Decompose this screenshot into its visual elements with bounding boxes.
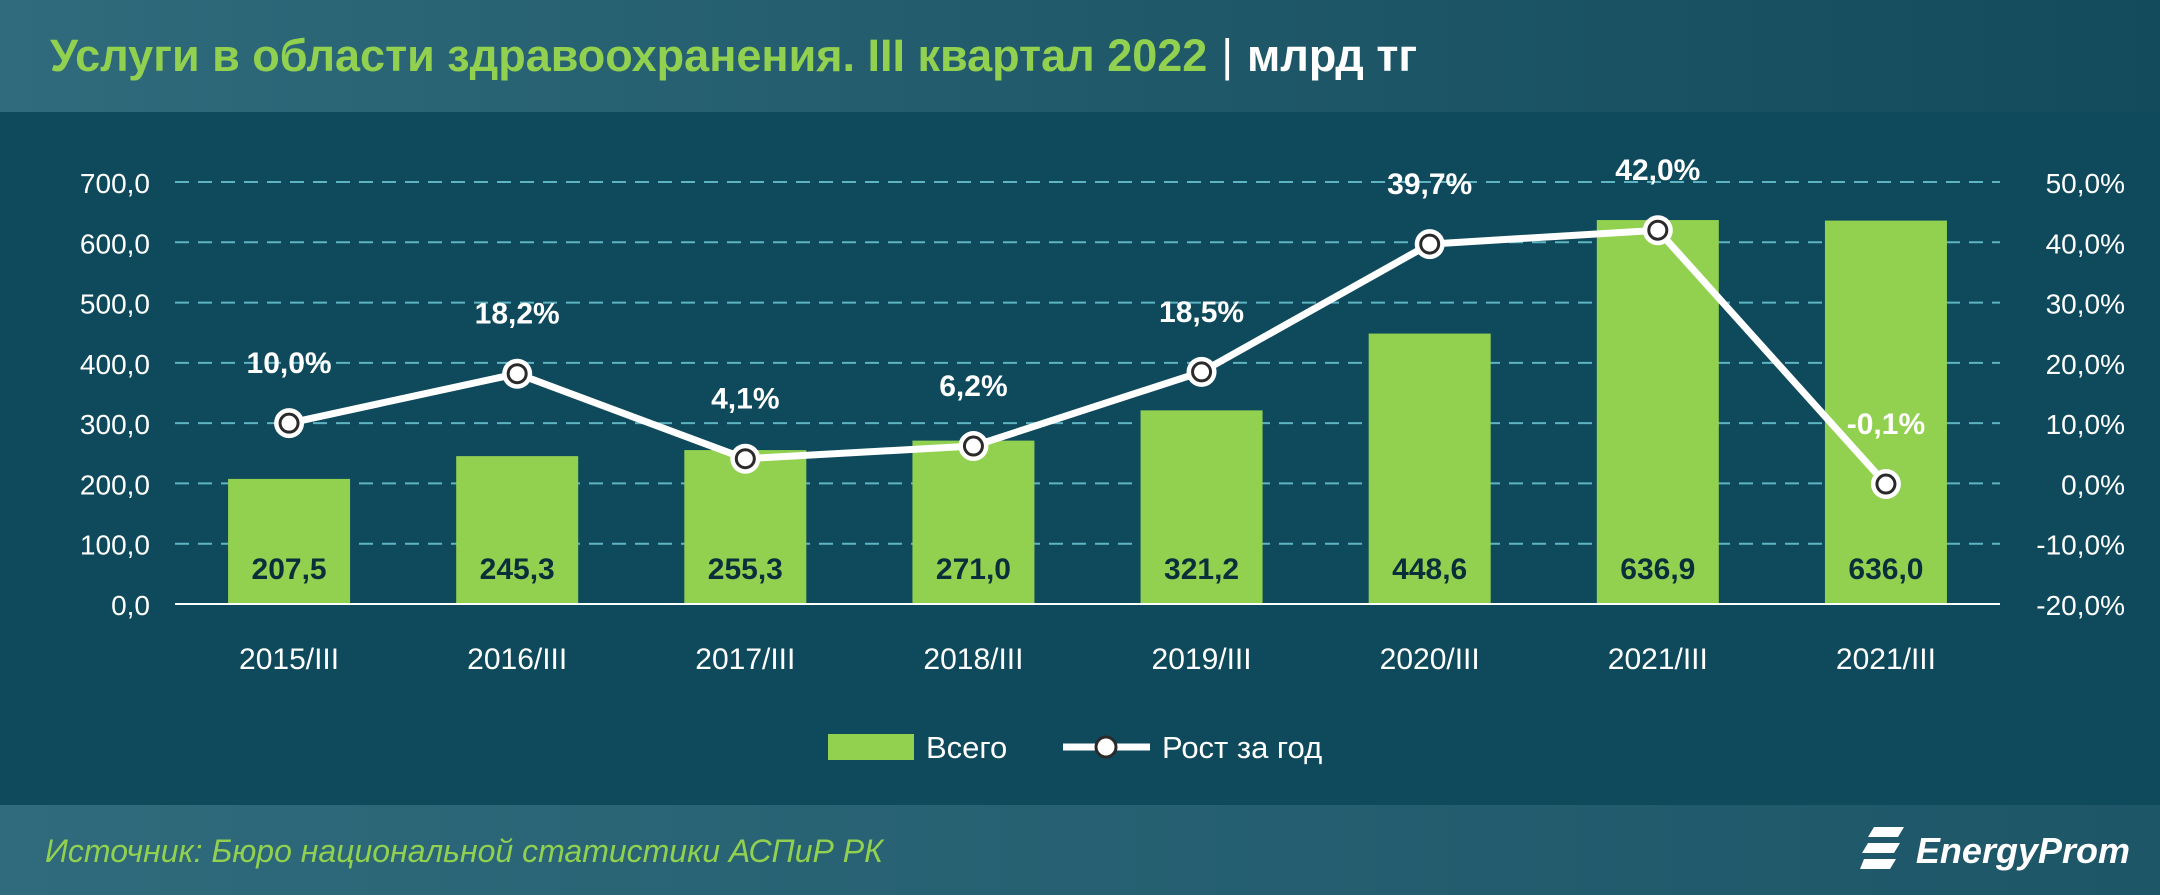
- growth-marker-inner: [962, 435, 984, 457]
- x-axis: 2015/III 2016/III 2017/III 2018/III 2019/III…: [175, 603, 2000, 676]
- bar: [1368, 333, 1491, 604]
- growth-line: [288, 226, 1889, 487]
- growth-value-label: 39,7%: [1387, 168, 1472, 201]
- bar-value-label: 321,2: [1164, 553, 1239, 586]
- legend-bar-label: Всего: [926, 730, 1007, 765]
- legend-line-label: Рост за год: [1162, 730, 1322, 765]
- x-tick-label: 2021/III: [1608, 643, 1708, 676]
- right-tick-label: 0,0%: [2061, 469, 2125, 500]
- growth-marker-inner: [506, 363, 528, 385]
- growth-marker-inner: [1875, 473, 1897, 495]
- bar-value-label: 207,5: [252, 553, 327, 586]
- right-tick-label: 30,0%: [2046, 289, 2125, 320]
- energyprom-logo: EnergyProm: [1859, 821, 2130, 881]
- x-tick-label: 2015/III: [239, 643, 339, 676]
- title-unit: млрд тг: [1247, 30, 1418, 81]
- bars-layer: 207,5 245,3 255,3 271,0 321,2 448,6 636,9 636,0: [228, 220, 1947, 604]
- right-tick-label: 10,0%: [2046, 409, 2125, 440]
- x-tick-label: 2020/III: [1380, 643, 1480, 676]
- logo-icon: [1859, 827, 1904, 869]
- footer: Источник: Бюро национальной статистики А…: [0, 805, 2160, 895]
- growth-value-label: -0,1%: [1847, 408, 1925, 441]
- right-tick-label: 40,0%: [2046, 228, 2125, 259]
- legend-bar-swatch: [828, 734, 914, 760]
- right-tick-label: 50,0%: [2046, 168, 2125, 199]
- x-tick-label: 2018/III: [923, 643, 1023, 676]
- chart-title: Услуги в области здравоохранения. III кв…: [50, 30, 1417, 82]
- x-tick-label: 2016/III: [467, 643, 567, 676]
- bar: [1140, 410, 1263, 604]
- growth-marker-inner: [1419, 233, 1441, 255]
- growth-marker-inner: [1191, 361, 1213, 383]
- plot-area: 0,0 100,0 200,0 300,0 400,0 500,0 600,0 700,0 -…: [0, 112, 2160, 805]
- bar: [912, 440, 1035, 604]
- left-tick-label: 600,0: [80, 228, 150, 259]
- growth-marker-inner: [1647, 219, 1669, 241]
- chart-svg: 0,0 100,0 200,0 300,0 400,0 500,0 600,0 700,0 -…: [80, 154, 2125, 765]
- bar: [1824, 220, 1947, 604]
- growth-marker-inner: [734, 448, 756, 470]
- header: Услуги в области здравоохранения. III кв…: [0, 0, 2160, 112]
- bar: [1596, 220, 1719, 604]
- x-tick-label: 2017/III: [695, 643, 795, 676]
- line-layer: 10,0% 18,2% 4,1% 6,2% 18,5% 39,7% 42,0% -0,1%: [247, 154, 1925, 500]
- bar-value-label: 636,0: [1848, 553, 1923, 586]
- bar-value-label: 636,9: [1620, 553, 1695, 586]
- legend: Всего Рост за год: [828, 730, 1322, 765]
- bar: [228, 478, 351, 604]
- bar-value-label: 448,6: [1392, 553, 1467, 586]
- bar: [684, 450, 807, 604]
- right-tick-label: 20,0%: [2046, 349, 2125, 380]
- legend-line-marker: [1094, 735, 1118, 759]
- growth-marker-inner: [278, 412, 300, 434]
- left-tick-label: 100,0: [80, 530, 150, 561]
- x-tick-label: 2019/III: [1152, 643, 1252, 676]
- growth-value-label: 42,0%: [1615, 154, 1700, 187]
- title-text: Услуги в области здравоохранения. III кв…: [50, 30, 1208, 81]
- source-note: Источник: Бюро национальной статистики А…: [45, 833, 883, 869]
- growth-value-label: 6,2%: [939, 370, 1007, 403]
- left-tick-label: 500,0: [80, 289, 150, 320]
- bar: [456, 456, 579, 604]
- logo-text: EnergyProm: [1915, 830, 2130, 871]
- bar-value-label: 245,3: [480, 553, 555, 586]
- right-tick-label: -20,0%: [2036, 590, 2125, 621]
- x-tick-label: 2021/III: [1836, 643, 1936, 676]
- left-tick-label: 0,0: [111, 590, 150, 621]
- left-tick-label: 700,0: [80, 168, 150, 199]
- growth-value-label: 18,5%: [1159, 296, 1244, 329]
- left-tick-label: 400,0: [80, 349, 150, 380]
- right-tick-label: -10,0%: [2036, 530, 2125, 561]
- title-separator: |: [1221, 30, 1234, 81]
- bar-value-label: 271,0: [936, 553, 1011, 586]
- left-axis: 0,0 100,0 200,0 300,0 400,0 500,0 600,0 700,0: [80, 168, 150, 621]
- bar-value-label: 255,3: [708, 553, 783, 586]
- growth-value-label: 4,1%: [711, 383, 779, 416]
- growth-value-label: 18,2%: [475, 298, 560, 331]
- grid-layer: [175, 181, 2000, 545]
- right-axis: -20,0% -10,0% 0,0% 10,0% 20,0% 30,0% 40,0% 50,0…: [2036, 168, 2125, 621]
- growth-value-label: 10,0%: [247, 347, 332, 380]
- left-tick-label: 200,0: [80, 469, 150, 500]
- left-tick-label: 300,0: [80, 409, 150, 440]
